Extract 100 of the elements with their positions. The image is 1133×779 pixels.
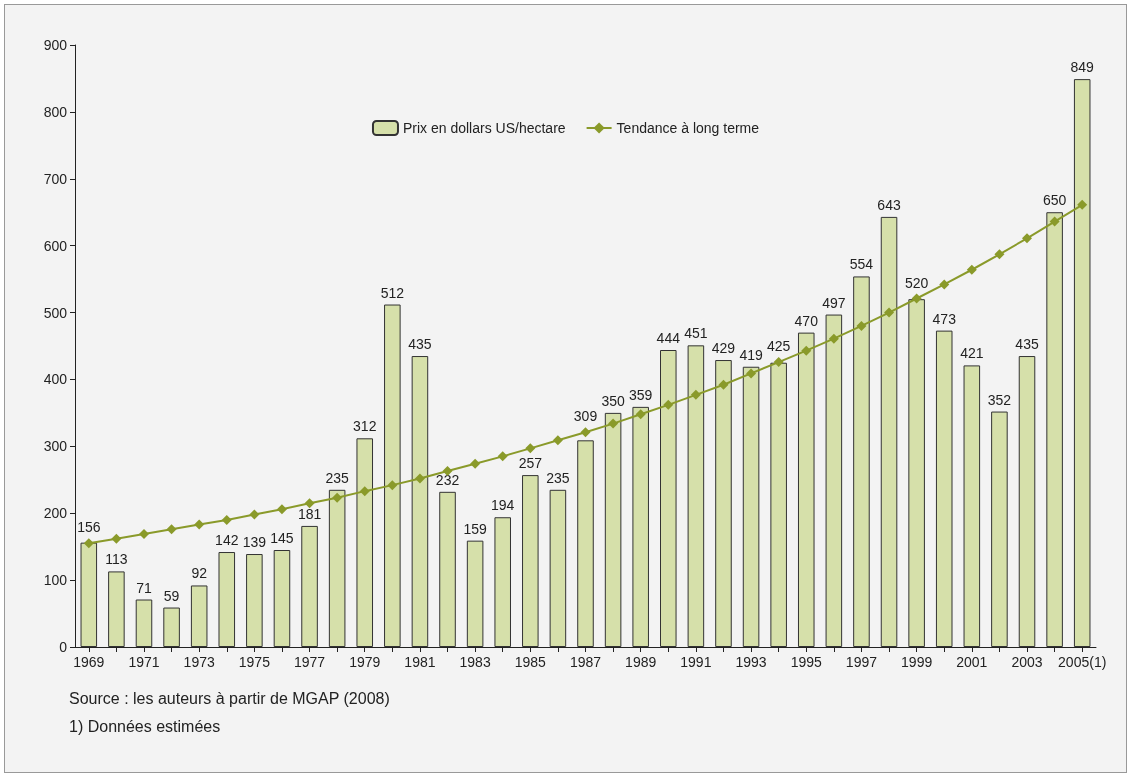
data-label: 309 — [573, 408, 598, 425]
bar — [577, 440, 594, 647]
bar — [135, 599, 153, 647]
y-tick-label: 500 — [43, 304, 68, 321]
data-label: 520 — [904, 274, 929, 291]
point — [580, 427, 591, 438]
data-label: 159 — [463, 520, 488, 537]
point — [773, 357, 784, 368]
x-tick-label: 1991 — [680, 654, 712, 670]
data-label: 194 — [491, 497, 515, 514]
bar — [908, 299, 925, 647]
data-label: 425 — [766, 338, 791, 355]
y-tick-label: 100 — [43, 572, 68, 589]
x-tick-label: 1995 — [790, 654, 823, 670]
data-label: 145 — [270, 530, 294, 547]
legend-label: Prix en dollars US/hectare — [402, 120, 566, 136]
y-tick-label: 900 — [43, 37, 68, 53]
point — [332, 492, 343, 503]
x-tick-label: 1993 — [735, 654, 767, 670]
point — [1049, 216, 1060, 227]
point — [994, 249, 1005, 260]
x-tick-label: 1997 — [845, 654, 878, 670]
point — [1022, 233, 1033, 244]
data-label: 257 — [518, 455, 543, 472]
point — [911, 293, 922, 304]
data-label: 350 — [601, 392, 625, 409]
y-tick-label: 300 — [43, 438, 68, 455]
source-note: Source : les auteurs à partir de MGAP (2008) — [69, 689, 390, 709]
point — [966, 264, 977, 275]
data-label: 181 — [297, 505, 322, 522]
point — [525, 443, 536, 454]
data-label: 235 — [325, 469, 350, 486]
data-label: 451 — [684, 325, 708, 342]
data-label: 232 — [435, 471, 460, 488]
data-label: 435 — [408, 336, 432, 353]
point — [828, 333, 839, 344]
x-tick-label: 1975 — [238, 654, 271, 670]
bar — [1046, 212, 1063, 647]
point — [552, 435, 563, 446]
point — [746, 368, 757, 379]
x-tick-label: 1971 — [128, 654, 160, 670]
bar — [991, 411, 1008, 647]
bar — [218, 552, 236, 647]
bar — [687, 345, 705, 647]
point — [276, 504, 287, 515]
point — [387, 480, 398, 491]
point — [414, 473, 425, 484]
bar — [853, 276, 870, 647]
point — [249, 509, 260, 520]
data-label: 849 — [1070, 59, 1095, 76]
y-tick-label: 200 — [43, 505, 68, 522]
bar — [880, 216, 898, 647]
data-label: 497 — [822, 294, 846, 311]
y-tick-label: 800 — [43, 103, 68, 120]
data-label: 444 — [656, 330, 681, 347]
point — [663, 399, 674, 410]
data-label: 59 — [163, 587, 180, 604]
point — [939, 279, 950, 290]
bar — [411, 356, 429, 647]
bar — [715, 360, 732, 647]
bar — [80, 542, 98, 647]
point — [608, 418, 619, 429]
bar — [466, 540, 484, 647]
data-label: 470 — [794, 312, 819, 329]
x-tick-label: 1977 — [293, 654, 326, 670]
bar — [163, 607, 180, 647]
legend-label: Tendance à long terme — [616, 120, 760, 136]
point — [359, 486, 370, 497]
point — [470, 458, 481, 469]
x-tick-label: 1983 — [459, 654, 491, 670]
point — [138, 528, 149, 539]
data-label: 512 — [380, 284, 405, 301]
data-label: 156 — [77, 519, 101, 536]
point — [111, 533, 122, 544]
point — [194, 519, 205, 530]
x-tick-label: 1987 — [569, 654, 602, 670]
bar — [742, 366, 760, 647]
data-label: 419 — [739, 346, 763, 363]
point — [884, 307, 895, 318]
data-label: 312 — [353, 418, 377, 435]
x-tick-label: 1985 — [514, 654, 547, 670]
point — [221, 514, 232, 525]
bar — [797, 332, 815, 647]
bar — [660, 350, 677, 647]
data-label: 473 — [932, 310, 957, 327]
bar — [522, 475, 539, 647]
bar — [1018, 356, 1036, 647]
x-tick-label: 1979 — [349, 654, 381, 670]
bar — [190, 585, 208, 647]
point — [166, 524, 177, 535]
point — [497, 451, 508, 462]
data-label: 235 — [546, 469, 570, 486]
bar — [246, 554, 263, 647]
data-label: 554 — [849, 256, 874, 273]
data-label: 429 — [711, 340, 736, 357]
x-tick-label: 2001 — [956, 654, 988, 670]
bar — [108, 571, 125, 647]
bar — [963, 365, 981, 647]
point — [83, 538, 94, 549]
data-label: 421 — [960, 345, 984, 362]
